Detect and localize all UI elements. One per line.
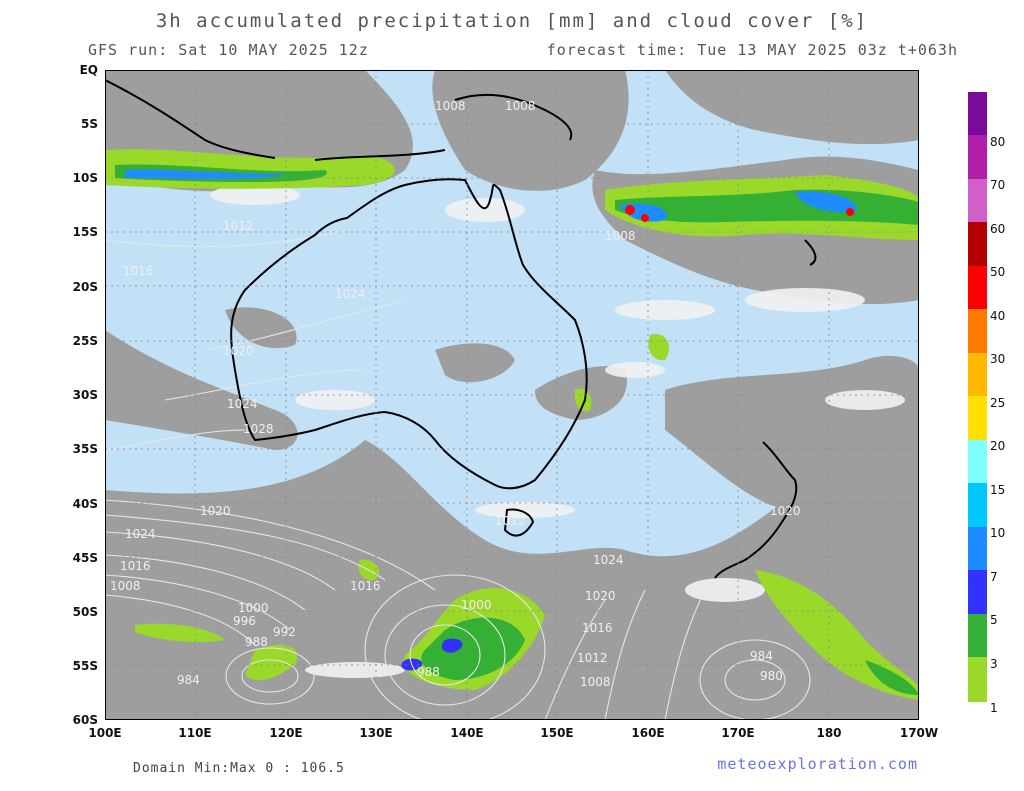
- precipitation-map: 1008 1008 1012 1016 1020 1024 1028 1024 …: [105, 70, 919, 720]
- lon-label-150e: 150E: [540, 726, 574, 740]
- isobar-label: 1016: [123, 264, 154, 278]
- graticule-layer: [105, 70, 919, 720]
- gfs-run-label: GFS run: Sat 10 MAY 2025 12z: [88, 41, 369, 59]
- lon-label-120e: 120E: [269, 726, 303, 740]
- lat-label-50s: 50S: [72, 605, 98, 619]
- isobar-label: 1012: [223, 219, 254, 233]
- isobar-label: 980: [760, 669, 783, 683]
- isobar-label: 1008: [505, 99, 536, 113]
- lon-label-170w: 170W: [899, 726, 939, 740]
- isobar-label: 1012: [577, 651, 608, 665]
- legend-label-5: 5: [990, 613, 998, 627]
- legend-label-7: 7: [990, 570, 998, 584]
- legend-label-80: 80: [990, 135, 1006, 149]
- legend-label-3: 3: [990, 657, 998, 671]
- legend-swatch-1: [968, 657, 987, 702]
- legend-swatch-50: [968, 222, 987, 266]
- isobar-label: 1012: [495, 514, 526, 528]
- legend-swatch-5: [968, 570, 987, 614]
- site-credit-link[interactable]: meteoexploration.com: [717, 755, 918, 773]
- isobar-label: 1020: [585, 589, 616, 603]
- isobar-label: 1024: [125, 527, 156, 541]
- coastline-layer: [105, 79, 817, 579]
- lat-label-10s: 10S: [72, 171, 98, 185]
- lat-label-45s: 45S: [72, 551, 98, 565]
- lon-label-160e: 160E: [631, 726, 665, 740]
- isobar-label: 1020: [223, 344, 254, 358]
- isobar-label: 996: [233, 614, 256, 628]
- legend-label-25: 25: [990, 396, 1006, 410]
- legend-swatch-3: [968, 614, 987, 657]
- lat-label-15s: 15S: [72, 225, 98, 239]
- isobar-label: 1008: [605, 229, 636, 243]
- isobar-label: 1016: [582, 621, 613, 635]
- lon-label-180: 180: [816, 726, 842, 740]
- lat-label-55s: 55S: [72, 659, 98, 673]
- legend-label-70: 70: [990, 178, 1006, 192]
- legend-swatch-80: [968, 92, 987, 135]
- lon-label-170e: 170E: [721, 726, 755, 740]
- isobar-label: 1028: [243, 422, 274, 436]
- legend-swatch-40: [968, 266, 987, 309]
- precipitation-layer: [105, 149, 919, 700]
- legend-label-15: 15: [990, 483, 1006, 497]
- lat-label-40s: 40S: [72, 497, 98, 511]
- isobar-label: 1008: [110, 579, 141, 593]
- legend-swatch-70: [968, 135, 987, 179]
- legend-label-1: 1: [990, 701, 998, 715]
- isobar-label: 984: [177, 673, 200, 687]
- legend-swatch-25: [968, 353, 987, 396]
- isobar-label: 1020: [770, 504, 801, 518]
- lon-label-140e: 140E: [450, 726, 484, 740]
- isobar-label: 1024: [593, 553, 624, 567]
- lat-label-eq: EQ: [79, 63, 98, 77]
- isobar-layer: [105, 229, 811, 720]
- isobar-label: 1008: [435, 99, 466, 113]
- lon-label-100e: 100E: [88, 726, 122, 740]
- lon-label-110e: 110E: [178, 726, 212, 740]
- lat-label-20s: 20S: [72, 280, 98, 294]
- isobar-label: 1024: [227, 397, 258, 411]
- legend-swatch-20: [968, 396, 987, 440]
- isobar-label: 992: [273, 625, 296, 639]
- isobar-label: 1016: [120, 559, 151, 573]
- legend-swatch-60: [968, 179, 987, 222]
- cloud-edge-layer: [210, 185, 905, 678]
- forecast-time-label: forecast time: Tue 13 MAY 2025 03z t+063…: [546, 41, 958, 59]
- legend-label-30: 30: [990, 352, 1006, 366]
- legend-label-50: 50: [990, 265, 1006, 279]
- lat-label-30s: 30S: [72, 388, 98, 402]
- legend-label-20: 20: [990, 439, 1006, 453]
- lon-label-130e: 130E: [359, 726, 393, 740]
- isobar-label: 988: [417, 665, 440, 679]
- legend-swatch-30: [968, 309, 987, 353]
- isobar-label: 988: [245, 635, 268, 649]
- precipitation-legend: [968, 92, 987, 702]
- lat-label-5s: 5S: [81, 117, 98, 131]
- isobar-label: 1000: [238, 601, 269, 615]
- isobar-label: 1008: [580, 675, 611, 689]
- isobar-label: 1000: [461, 598, 492, 612]
- legend-swatch-10: [968, 483, 987, 527]
- isobar-label: 1020: [200, 504, 231, 518]
- isobar-label: 984: [750, 649, 773, 663]
- isobar-label: 1016: [350, 579, 381, 593]
- lat-label-25s: 25S: [72, 334, 98, 348]
- legend-label-60: 60: [990, 222, 1006, 236]
- map-title: 3h accumulated precipitation [mm] and cl…: [155, 10, 869, 32]
- legend-swatch-7: [968, 527, 987, 570]
- isobar-label: 1024: [335, 287, 366, 301]
- lat-label-60s: 60S: [72, 713, 98, 727]
- domain-minmax: Domain Min:Max 0 : 106.5: [133, 761, 345, 776]
- lat-label-35s: 35S: [72, 442, 98, 456]
- legend-label-10: 10: [990, 526, 1006, 540]
- legend-swatch-15: [968, 440, 987, 483]
- legend-label-40: 40: [990, 309, 1006, 323]
